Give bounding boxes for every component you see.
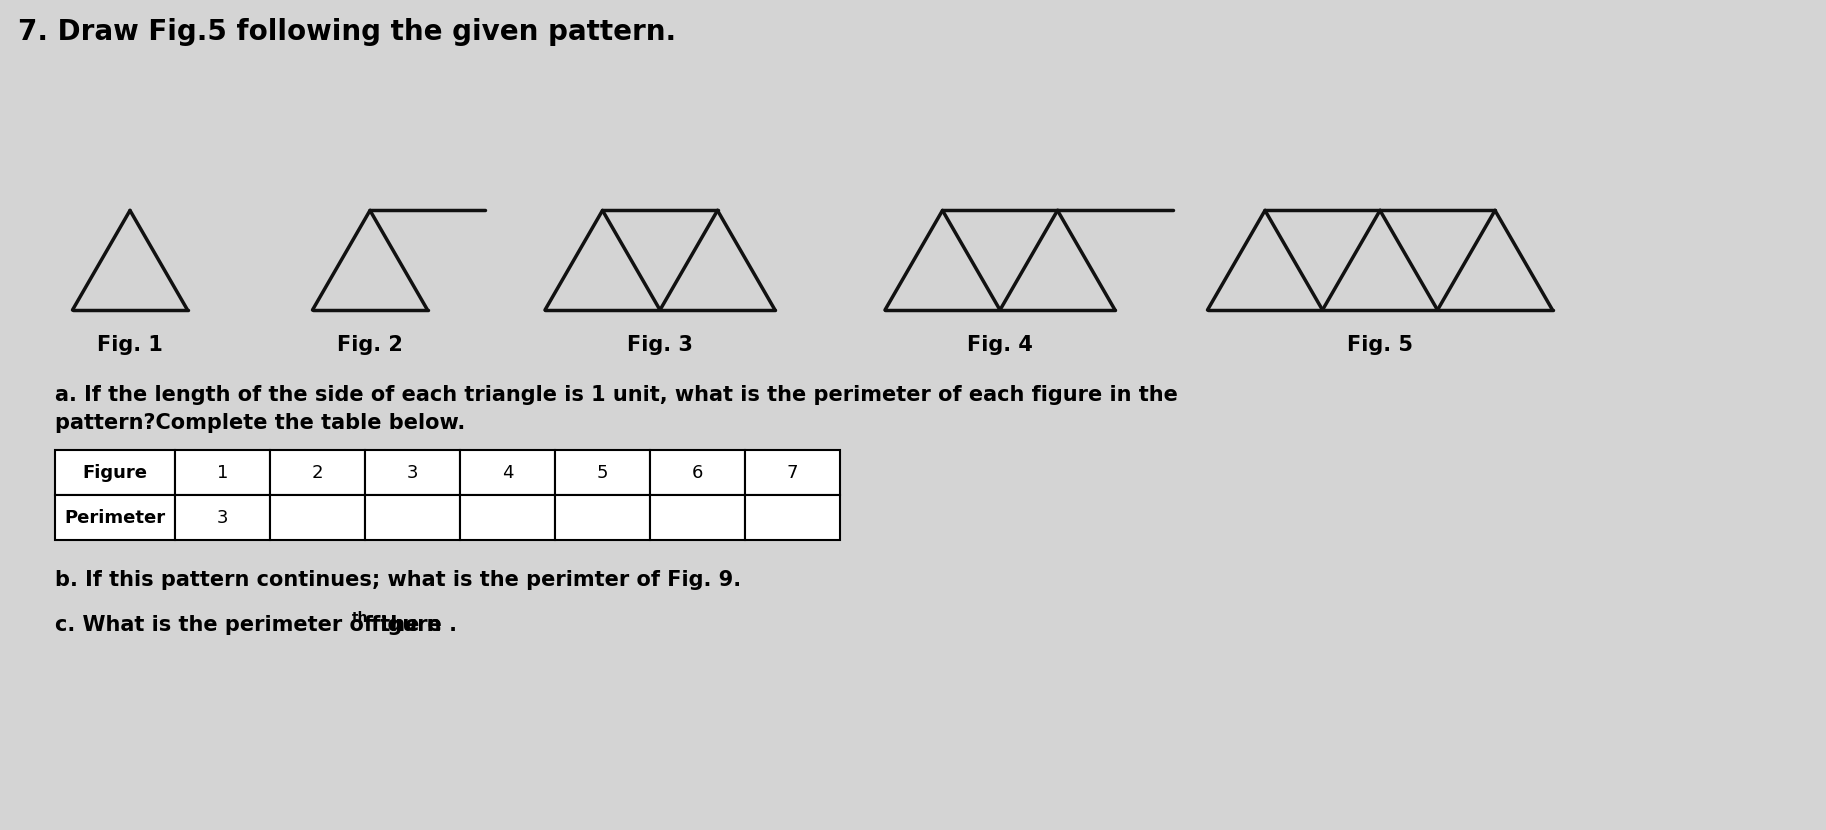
Bar xyxy=(365,495,460,540)
Bar xyxy=(55,450,175,495)
Bar xyxy=(555,450,650,495)
Text: c. What is the perimeter of the n: c. What is the perimeter of the n xyxy=(55,615,442,635)
Bar xyxy=(460,495,555,540)
Bar xyxy=(650,495,745,540)
Text: Fig. 4: Fig. 4 xyxy=(968,335,1034,355)
Bar xyxy=(460,450,555,495)
Bar xyxy=(555,495,650,540)
Text: pattern?Complete the table below.: pattern?Complete the table below. xyxy=(55,413,466,433)
Text: Fig. 5: Fig. 5 xyxy=(1348,335,1413,355)
Text: 7. Draw Fig.5 following the given pattern.: 7. Draw Fig.5 following the given patter… xyxy=(18,18,676,46)
Text: figure .: figure . xyxy=(365,615,456,635)
Text: 1: 1 xyxy=(217,463,228,481)
Bar xyxy=(650,450,745,495)
Bar xyxy=(745,495,840,540)
Bar xyxy=(175,495,270,540)
Text: 6: 6 xyxy=(692,463,703,481)
Bar xyxy=(270,450,365,495)
Text: a. If the length of the side of each triangle is 1 unit, what is the perimeter o: a. If the length of the side of each tri… xyxy=(55,385,1178,405)
Bar xyxy=(55,495,175,540)
Text: 3: 3 xyxy=(217,509,228,526)
Text: 7: 7 xyxy=(787,463,798,481)
Bar xyxy=(175,450,270,495)
Text: 5: 5 xyxy=(597,463,608,481)
Text: Figure: Figure xyxy=(82,463,148,481)
Bar xyxy=(270,495,365,540)
Text: 2: 2 xyxy=(312,463,323,481)
Text: Fig. 3: Fig. 3 xyxy=(626,335,692,355)
Bar xyxy=(745,450,840,495)
Text: th: th xyxy=(352,611,369,625)
Bar xyxy=(365,450,460,495)
Text: Fig. 2: Fig. 2 xyxy=(338,335,404,355)
Text: Fig. 1: Fig. 1 xyxy=(97,335,163,355)
Text: b. If this pattern continues; what is the perimter of Fig. 9.: b. If this pattern continues; what is th… xyxy=(55,570,741,590)
Text: Perimeter: Perimeter xyxy=(64,509,166,526)
Text: 4: 4 xyxy=(502,463,513,481)
Text: 3: 3 xyxy=(407,463,418,481)
